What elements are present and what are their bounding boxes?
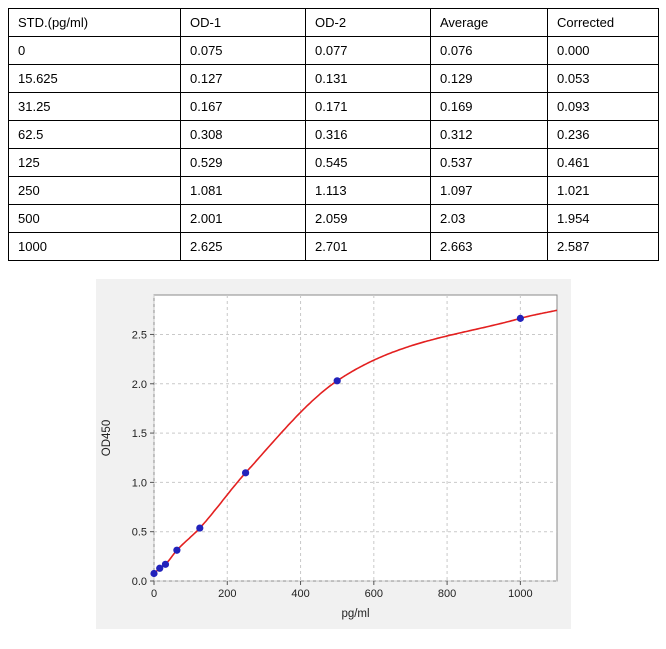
- y-tick-label: 0.5: [131, 527, 146, 539]
- data-point: [333, 377, 341, 385]
- table-cell: 0.076: [430, 36, 548, 65]
- header-average: Average: [430, 8, 548, 37]
- header-corrected: Corrected: [547, 8, 659, 37]
- data-point: [195, 524, 203, 532]
- table-row: 31.25 0.167 0.171 0.169 0.093: [8, 92, 659, 121]
- table-cell: 500: [8, 204, 181, 233]
- table-cell: 62.5: [8, 120, 181, 149]
- x-tick-label: 1000: [508, 588, 532, 600]
- x-tick-label: 600: [364, 588, 382, 600]
- table-cell: 2.701: [305, 232, 431, 261]
- x-tick-label: 0: [150, 588, 156, 600]
- table-body: 0 0.075 0.077 0.076 0.000 15.625 0.127 0.131 0.1…: [8, 36, 659, 261]
- table-cell: 0.236: [547, 120, 659, 149]
- data-point: [155, 564, 163, 572]
- y-tick-label: 1.0: [131, 477, 146, 489]
- x-axis-label: pg/ml: [341, 608, 369, 620]
- table-cell: 2.663: [430, 232, 548, 261]
- data-point: [161, 560, 169, 568]
- table-cell: 0: [8, 36, 181, 65]
- table-cell: 1.021: [547, 176, 659, 205]
- y-tick-label: 1.5: [131, 428, 146, 440]
- table-row: 500 2.001 2.059 2.03 1.954: [8, 204, 659, 233]
- y-axis-label: OD450: [101, 420, 113, 456]
- table-cell: 2.03: [430, 204, 548, 233]
- table-cell: 1.097: [430, 176, 548, 205]
- table-row: 1000 2.625 2.701 2.663 2.587: [8, 232, 659, 261]
- table-row: 0 0.075 0.077 0.076 0.000: [8, 36, 659, 65]
- x-tick-label: 400: [291, 588, 309, 600]
- table-cell: 125: [8, 148, 181, 177]
- header-od1: OD-1: [180, 8, 306, 37]
- grid-lines: [153, 295, 557, 582]
- table-cell: 0.171: [305, 92, 431, 121]
- table-cell: 0.075: [180, 36, 306, 65]
- plot-area: [153, 294, 557, 582]
- table-row: 125 0.529 0.545 0.537 0.461: [8, 148, 659, 177]
- table-cell: 1000: [8, 232, 181, 261]
- table-cell: 0.131: [305, 64, 431, 93]
- table-cell: 0.308: [180, 120, 306, 149]
- data-point: [516, 314, 524, 322]
- fit-curve: [152, 309, 557, 575]
- y-tick-label: 0.0: [131, 576, 146, 588]
- data-points: [149, 314, 524, 578]
- table-row: 15.625 0.127 0.131 0.129 0.053: [8, 64, 659, 93]
- standard-curve-figure: 0 200 400 600 800 1000 0.0 0.5 1.0 1.5 2.0 2.5 pg/ml…: [95, 279, 571, 629]
- table-cell: 0.545: [305, 148, 431, 177]
- table-cell: 2.625: [180, 232, 306, 261]
- table-cell: 0.129: [430, 64, 548, 93]
- standards-table: STD.(pg/ml) OD-1 OD-2 Average Corrected …: [8, 8, 659, 261]
- data-point: [149, 569, 158, 578]
- header-std: STD.(pg/ml): [8, 8, 181, 37]
- table-cell: 2.059: [305, 204, 431, 233]
- y-tick-label: 2.0: [131, 379, 146, 391]
- x-tick-label: 200: [218, 588, 236, 600]
- table-cell: 250: [8, 176, 181, 205]
- table-cell: 0.461: [547, 148, 659, 177]
- y-tick-label: 2.5: [131, 329, 146, 341]
- table-row: 62.5 0.308 0.316 0.312 0.236: [8, 120, 659, 149]
- table-cell: 0.093: [547, 92, 659, 121]
- axes: 0 200 400 600 800 1000 0.0 0.5 1.0 1.5 2.0 2.5 pg/ml…: [101, 329, 533, 620]
- data-point: [241, 469, 249, 477]
- table-cell: 0.529: [180, 148, 306, 177]
- table-header-row: STD.(pg/ml) OD-1 OD-2 Average Corrected: [8, 8, 659, 37]
- table-cell: 0.169: [430, 92, 548, 121]
- table-cell: 0.127: [180, 64, 306, 93]
- table-cell: 0.167: [180, 92, 306, 121]
- table-cell: 0.000: [547, 36, 659, 65]
- table-cell: 1.954: [547, 204, 659, 233]
- table-cell: 0.537: [430, 148, 548, 177]
- table-cell: 2.587: [547, 232, 659, 261]
- x-tick-label: 800: [437, 588, 455, 600]
- table-cell: 0.316: [305, 120, 431, 149]
- data-point: [172, 546, 180, 554]
- table-cell: 0.053: [547, 64, 659, 93]
- table-row: 250 1.081 1.113 1.097 1.021: [8, 176, 659, 205]
- table-cell: 2.001: [180, 204, 306, 233]
- table-cell: 0.077: [305, 36, 431, 65]
- header-od2: OD-2: [305, 8, 431, 37]
- table-cell: 1.081: [180, 176, 306, 205]
- table-cell: 15.625: [8, 64, 181, 93]
- standard-curve-chart: 0 200 400 600 800 1000 0.0 0.5 1.0 1.5 2.0 2.5 pg/ml…: [95, 279, 571, 629]
- table-cell: 0.312: [430, 120, 548, 149]
- table-cell: 1.113: [305, 176, 431, 205]
- table-cell: 31.25: [8, 92, 181, 121]
